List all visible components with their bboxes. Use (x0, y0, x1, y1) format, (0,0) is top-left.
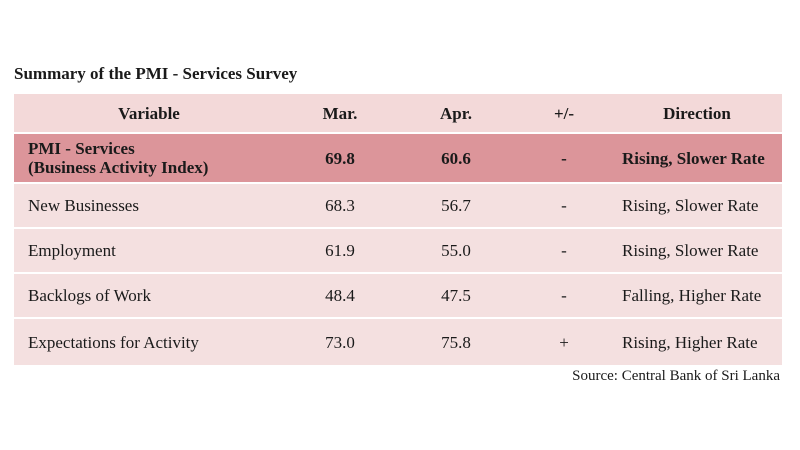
apr-value: 75.8 (441, 332, 471, 352)
variable-name: New Businesses (28, 196, 139, 215)
column-header-mar: Mar. (322, 103, 358, 123)
apr-value: 55.0 (441, 241, 471, 260)
column-header-variable: Variable (118, 103, 180, 123)
variable-name: PMI - Services (28, 139, 135, 158)
direction-value: Rising, Higher Rate (622, 332, 758, 352)
pmi-summary-table: Variable Mar. Apr. +/- Direction PMI - S… (14, 94, 782, 365)
variable-cell: PMI - Services (Business Activity Index) (14, 139, 284, 177)
mar-value: 68.3 (325, 196, 355, 215)
apr-value: 56.7 (441, 196, 471, 215)
column-header-change: +/- (553, 103, 575, 123)
table-row: Employment 61.9 55.0 - Rising, Slower Ra… (14, 229, 782, 274)
variable-subname: (Business Activity Index) (28, 158, 209, 177)
change-value: - (561, 196, 567, 215)
change-value: + (559, 332, 569, 352)
direction-value: Rising, Slower Rate (622, 196, 759, 215)
change-value: - (561, 148, 567, 168)
table-row: Expectations for Activity 73.0 75.8 + Ri… (14, 319, 782, 365)
column-header-direction: Direction (663, 103, 731, 123)
apr-value: 60.6 (441, 148, 471, 168)
table-title: Summary of the PMI - Services Survey (14, 64, 298, 83)
mar-value: 73.0 (325, 332, 355, 352)
direction-value: Rising, Slower Rate (622, 241, 759, 260)
mar-value: 61.9 (325, 241, 355, 260)
apr-value: 47.5 (441, 286, 471, 305)
table-header-row: Variable Mar. Apr. +/- Direction (14, 94, 782, 134)
mar-value: 48.4 (325, 286, 355, 305)
change-value: - (561, 241, 567, 260)
column-header-apr: Apr. (440, 103, 472, 123)
direction-value: Rising, Slower Rate (622, 148, 765, 168)
table-row: New Businesses 68.3 56.7 - Rising, Slowe… (14, 184, 782, 229)
variable-name: Expectations for Activity (28, 332, 199, 352)
change-value: - (561, 286, 567, 305)
table-row-pmi-services: PMI - Services (Business Activity Index)… (14, 134, 782, 184)
table-row: Backlogs of Work 48.4 47.5 - Falling, Hi… (14, 274, 782, 319)
mar-value: 69.8 (325, 148, 355, 168)
variable-name: Backlogs of Work (28, 286, 151, 305)
direction-value: Falling, Higher Rate (622, 286, 762, 305)
source-note: Source: Central Bank of Sri Lanka (572, 368, 780, 384)
variable-name: Employment (28, 241, 116, 260)
